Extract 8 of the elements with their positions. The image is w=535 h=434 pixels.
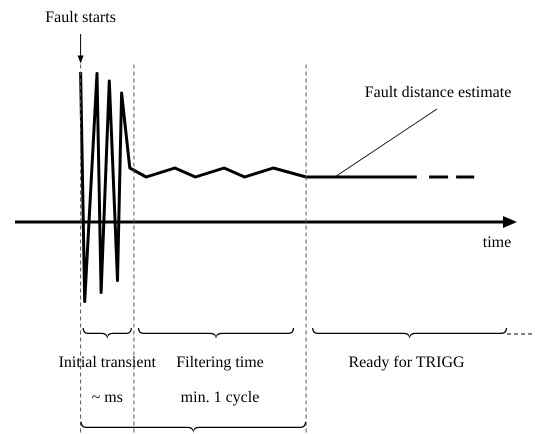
annotation: Fault distance estimate xyxy=(364,84,512,101)
text: min. 1 cycle xyxy=(180,389,260,406)
text: Filtering time xyxy=(176,354,264,371)
text: Fault starts xyxy=(45,9,116,26)
x-axis-title: time xyxy=(482,234,512,251)
text: Initial transient xyxy=(58,354,156,371)
text: ~ ms xyxy=(92,389,123,406)
text: Ready for TRIGG xyxy=(348,354,466,371)
